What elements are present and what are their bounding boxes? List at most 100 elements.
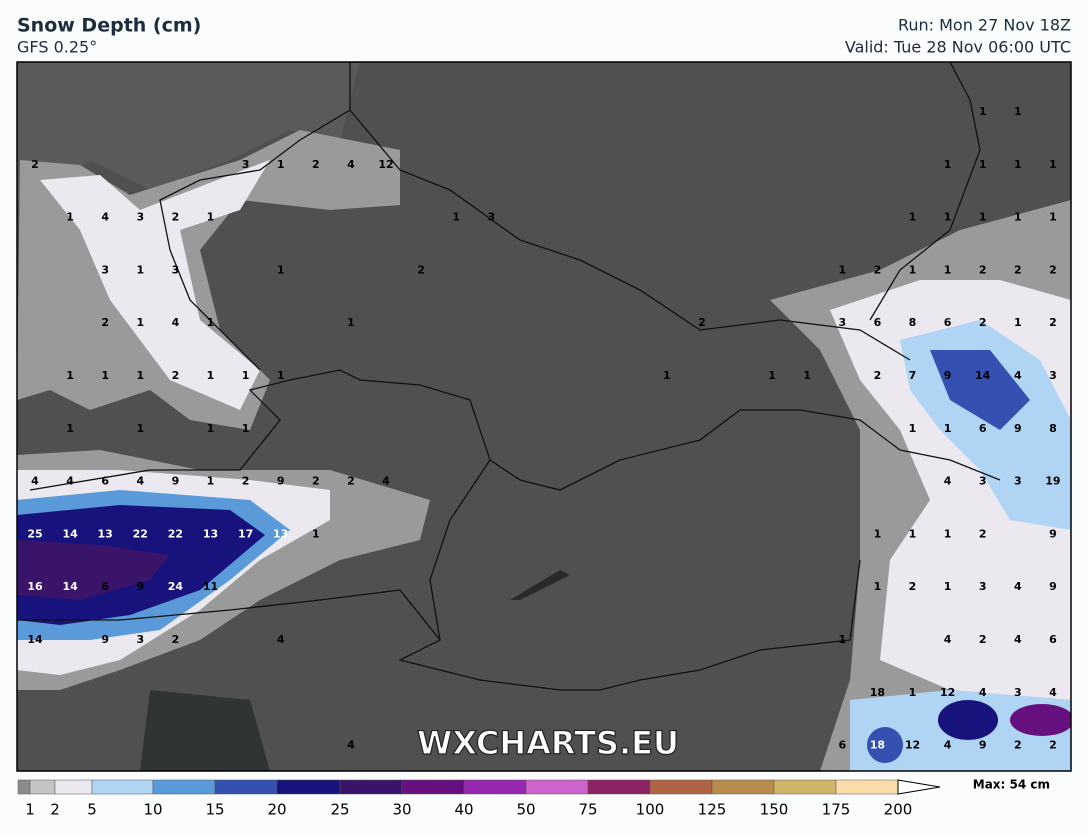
lake [510, 570, 570, 600]
legend-tick-label: 150 [760, 801, 789, 819]
legend-tick-label: 25 [330, 801, 349, 819]
legend-tick-label: 75 [578, 801, 597, 819]
snow-depth-label: 1 [207, 316, 215, 329]
snow-depth-label: 14 [27, 633, 43, 646]
snow-depth-label: 4 [31, 475, 39, 488]
watermark: WXCHARTS.EU [417, 724, 679, 762]
snow-depth-label: 18 [870, 739, 885, 752]
snow-depth-label: 6 [838, 739, 846, 752]
snow-depth-label: 1 [66, 211, 74, 224]
legend-swatch [29, 779, 56, 795]
snow-depth-label: 9 [101, 633, 109, 646]
snow-depth-label: 13 [203, 527, 218, 540]
legend-swatch [91, 779, 154, 795]
snow-depth-label: 1 [1014, 158, 1022, 171]
snow-depth-label: 2 [979, 527, 987, 540]
snow-depth-label: 2 [979, 316, 987, 329]
map-labels: 1 12 3 1 2 4 12 1 1 1 11 4 3 2 1 1 3 1 1 1 1 13 1 3 1 2 1 2 1 1 2 2 22 1 4… [27, 105, 1060, 752]
snow-depth-label: 1 [944, 422, 952, 435]
snow-depth-label: 12 [905, 739, 920, 752]
snow-depth-label: 1 [979, 211, 987, 224]
snow-depth-label: 2 [979, 633, 987, 646]
snow-depth-label: 3 [172, 263, 180, 276]
snow-depth-label: 1 [803, 369, 811, 382]
snow-depth-label: 3 [136, 211, 144, 224]
snow-depth-label: 9 [979, 739, 987, 752]
snow-depth-label: 1 [1014, 211, 1022, 224]
terrain [17, 62, 360, 200]
snow-depth-label: 22 [133, 527, 148, 540]
snow-depth-label: 1 [1049, 158, 1057, 171]
snow-depth-label: 9 [1049, 580, 1057, 593]
snow-depth-label: 2 [1049, 739, 1057, 752]
snow-depth-label: 4 [1014, 369, 1022, 382]
snow-depth-label: 3 [1014, 475, 1022, 488]
snow-cover [930, 350, 1030, 430]
snow-depth-label: 6 [874, 316, 882, 329]
legend-swatch [711, 779, 775, 795]
snow-depth-label: 6 [979, 422, 987, 435]
snow-depth-label: 14 [975, 369, 991, 382]
legend-swatch [54, 779, 93, 795]
snow-depth-label: 1 [312, 527, 320, 540]
snow-depth-label: 9 [277, 475, 285, 488]
snow-depth-label: 3 [101, 263, 109, 276]
snow-depth-label: 1 [136, 369, 144, 382]
snow-depth-label: 1 [874, 527, 882, 540]
snow-depth-label: 2 [347, 475, 355, 488]
snow-depth-label: 4 [944, 633, 952, 646]
snow-depth-label: 1 [838, 633, 846, 646]
snow-depth-label: 18 [870, 686, 885, 699]
snow-depth-label: 1 [242, 369, 250, 382]
snow-depth-label: 1 [101, 369, 109, 382]
snow-depth-label: 1 [66, 369, 74, 382]
snow-depth-label: 1 [207, 369, 215, 382]
snow-depth-label: 1 [944, 158, 952, 171]
subtitle: GFS 0.25° [17, 38, 97, 57]
snow-depth-label: 2 [1014, 263, 1022, 276]
snow-depth-label: 13 [98, 527, 113, 540]
snow-depth-label: 9 [944, 369, 952, 382]
snow-depth-label: 6 [101, 580, 109, 593]
legend-swatch [214, 779, 278, 795]
snow-depth-label: 4 [979, 686, 987, 699]
snow-depth-label: 1 [944, 580, 952, 593]
snow-depth-label: 1 [136, 422, 144, 435]
snow-depth-label: 6 [944, 316, 952, 329]
snow-depth-label: 13 [273, 527, 288, 540]
snow-depth-label: 8 [909, 316, 917, 329]
snow-depth-label: 7 [909, 369, 917, 382]
snow-depth-label: 1 [1014, 316, 1022, 329]
legend-swatch [401, 779, 465, 795]
snow-depth-label: 3 [838, 316, 846, 329]
legend-tick-label: 125 [698, 801, 727, 819]
legend-tick-label: 175 [822, 801, 851, 819]
snow-depth-label: 22 [168, 527, 183, 540]
snow-depth-label: 4 [944, 739, 952, 752]
snow-depth-label: 2 [312, 475, 320, 488]
snow-depth-label: 3 [1014, 686, 1022, 699]
legend-swatch [339, 779, 403, 795]
snow-depth-label: 1 [277, 263, 285, 276]
valid-time: Valid: Tue 28 Nov 06:00 UTC [845, 38, 1071, 57]
legend-swatch [152, 779, 216, 795]
run-time: Run: Mon 27 Nov 18Z [898, 16, 1071, 35]
snow-depth-label: 1 [909, 527, 917, 540]
legend-swatch [587, 779, 651, 795]
snow-depth-label: 19 [1045, 475, 1060, 488]
map: 1 12 3 1 2 4 12 1 1 1 11 4 3 2 1 1 3 1 1 1 1 13 1 3 1 2 1 2 1 1 2 2 22 1 4… [17, 62, 1071, 771]
snow-depth-label: 9 [172, 475, 180, 488]
snow-cover [867, 727, 903, 763]
legend-tick-label: 30 [392, 801, 411, 819]
snow-depth-label: 2 [1049, 316, 1057, 329]
legend-swatch [835, 779, 899, 795]
snow-depth-label: 1 [347, 316, 355, 329]
snow-depth-label: 9 [136, 580, 144, 593]
snow-depth-label: 1 [452, 211, 460, 224]
snow-cover [1010, 704, 1071, 736]
snow-depth-label: 1 [909, 211, 917, 224]
snow-depth-label: 3 [979, 475, 987, 488]
snow-depth-label: 1 [207, 211, 215, 224]
legend-swatch [773, 779, 837, 795]
legend-swatch [649, 779, 713, 795]
